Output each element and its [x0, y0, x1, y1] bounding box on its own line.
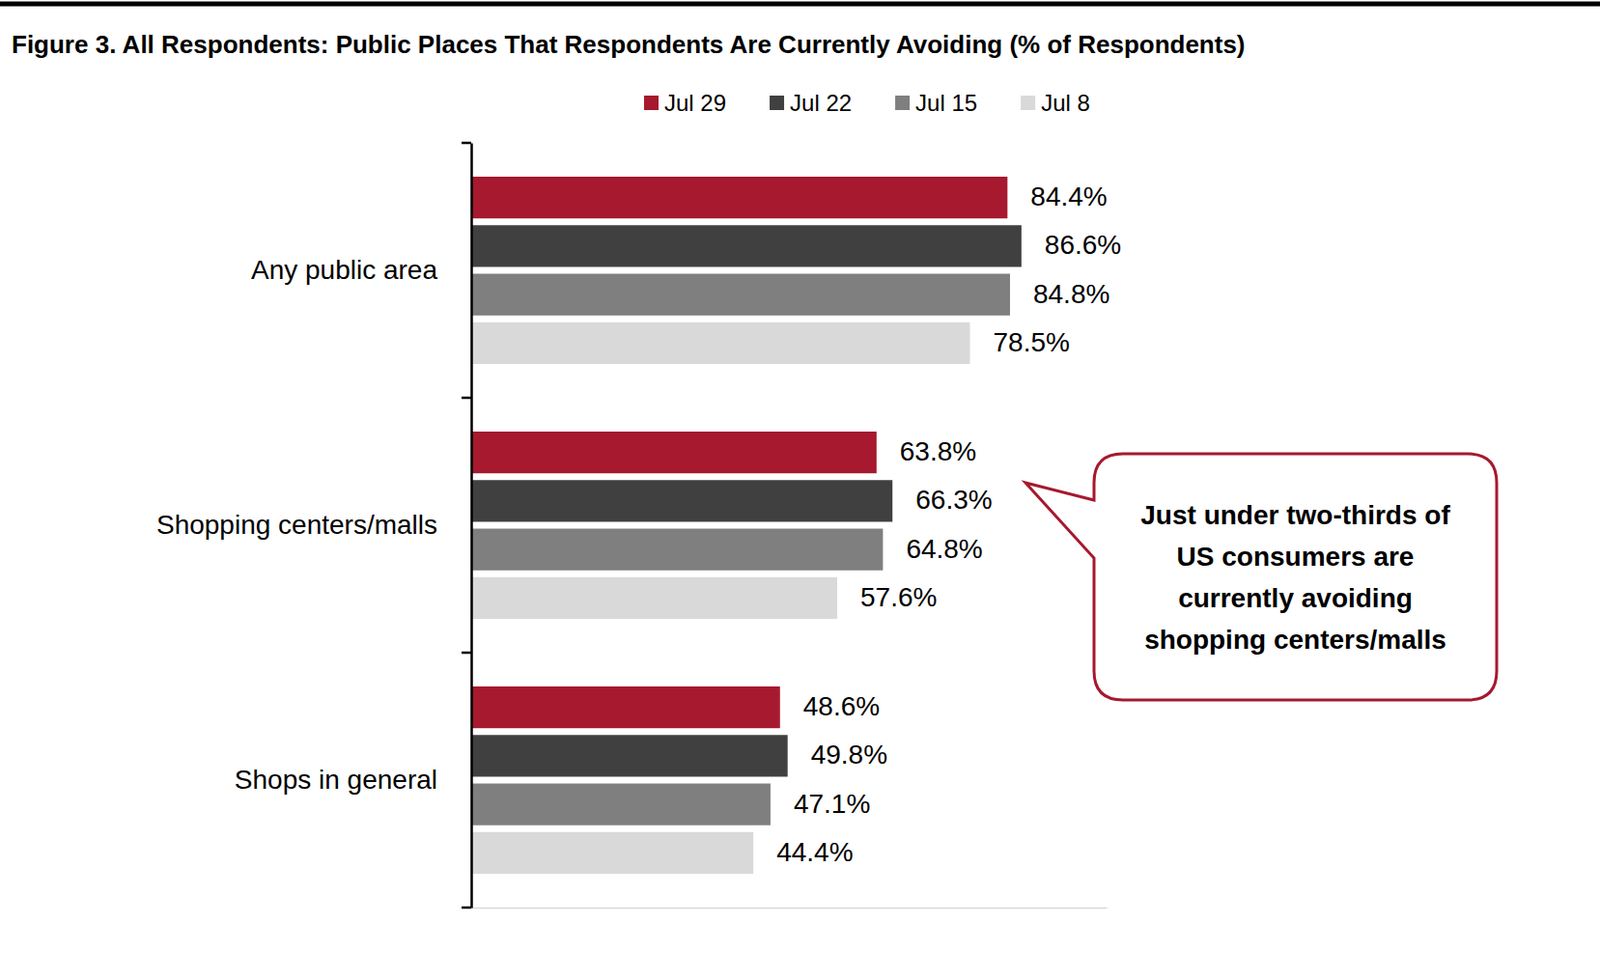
top-rule — [0, 1, 1600, 7]
category-boundary — [461, 651, 472, 655]
legend-swatch — [644, 95, 659, 111]
legend-swatch — [1020, 95, 1036, 111]
data-label: 57.6% — [860, 582, 937, 613]
bar — [471, 274, 1011, 316]
y-tick-label: Shops in general — [234, 764, 438, 795]
data-label: 64.8% — [905, 533, 983, 564]
data-label: 44.4% — [776, 837, 853, 868]
bar — [471, 734, 788, 777]
y-tick-label: Any public area — [251, 254, 438, 285]
x-axis-line — [472, 907, 1108, 909]
callout-box — [1025, 453, 1497, 701]
y-tick: Shopping centers/malls — [156, 509, 472, 540]
data-label: 63.8% — [899, 436, 977, 467]
data-label: 48.6% — [803, 691, 880, 722]
data-label: 49.8% — [811, 739, 888, 770]
data-label: 47.1% — [793, 788, 871, 819]
bar — [471, 431, 877, 474]
legend-item: Jul 22 — [769, 89, 852, 116]
data-label: 66.3% — [915, 484, 992, 515]
legend-label: Jul 8 — [1040, 89, 1091, 116]
y-axis-line — [470, 143, 474, 909]
legend-item: Jul 15 — [895, 89, 978, 116]
bar — [471, 784, 771, 826]
legend-label: Jul 29 — [664, 89, 727, 116]
y-tick-label: Shopping centers/malls — [156, 509, 438, 540]
y-tick: Any public area — [251, 254, 472, 285]
bar — [471, 176, 1008, 219]
data-label: 78.5% — [993, 327, 1070, 358]
title: Figure 3. All Respondents: Public Places… — [11, 29, 1246, 59]
data-label: 86.6% — [1044, 229, 1122, 260]
annotation: Just under two-thirds ofUS consumers are… — [1140, 500, 1451, 655]
bar — [471, 577, 838, 619]
bar — [471, 224, 1022, 267]
bar — [471, 322, 971, 365]
legend: Jul 29 Jul 22 Jul 15 Jul 8 — [644, 89, 1091, 116]
legend-item: Jul 8 — [1020, 89, 1091, 116]
data-label: 84.8% — [1033, 279, 1110, 309]
legend-label: Jul 22 — [789, 89, 852, 116]
bars — [471, 176, 1022, 874]
category-boundary — [461, 396, 472, 400]
legend-swatch — [895, 95, 910, 111]
legend-item: Jul 29 — [644, 89, 727, 116]
data-label: 84.4% — [1030, 181, 1107, 212]
callout: Just under two-thirds ofUS consumers are… — [1025, 453, 1497, 701]
legend-swatch — [769, 95, 785, 111]
x-axis — [472, 907, 1108, 909]
bar — [471, 529, 883, 571]
bar — [471, 832, 754, 874]
y-axis: Any public area Shopping centers/malls Sho… — [156, 142, 473, 909]
category-boundary — [461, 141, 472, 145]
category-boundary — [461, 906, 472, 910]
bar — [471, 686, 781, 729]
legend-label: Jul 15 — [915, 89, 978, 116]
chart: Figure 3. All Respondents: Public Places… — [0, 0, 1600, 979]
bar — [471, 479, 893, 522]
y-tick: Shops in general — [234, 764, 472, 795]
